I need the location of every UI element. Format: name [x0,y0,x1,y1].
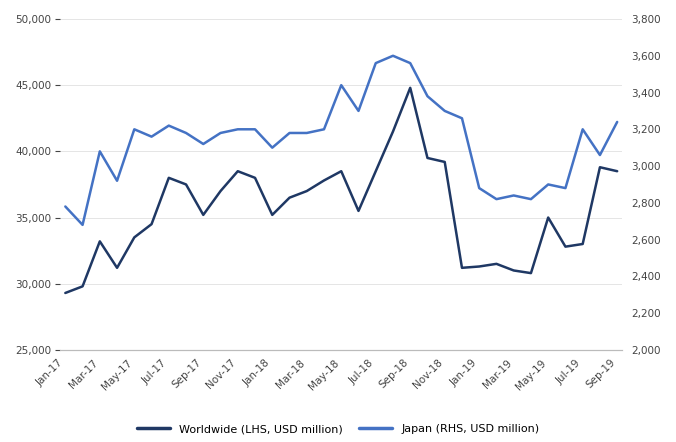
Japan (RHS, USD million) [527,197,535,202]
Worldwide (LHS, USD million) [268,212,276,217]
Line: Worldwide (LHS, USD million): Worldwide (LHS, USD million) [66,88,617,293]
Japan (RHS, USD million) [96,149,104,154]
Worldwide (LHS, USD million) [527,271,535,276]
Japan (RHS, USD million) [613,119,621,125]
Japan (RHS, USD million) [130,127,139,132]
Worldwide (LHS, USD million) [389,129,397,134]
Japan (RHS, USD million) [303,130,311,136]
Japan (RHS, USD million) [492,197,500,202]
Japan (RHS, USD million) [406,61,414,66]
Japan (RHS, USD million) [423,94,431,99]
Worldwide (LHS, USD million) [234,168,242,174]
Japan (RHS, USD million) [199,141,208,147]
Japan (RHS, USD million) [510,193,518,198]
Japan (RHS, USD million) [268,145,276,150]
Worldwide (LHS, USD million) [303,188,311,194]
Japan (RHS, USD million) [62,204,70,209]
Worldwide (LHS, USD million) [62,290,70,296]
Worldwide (LHS, USD million) [337,168,345,174]
Japan (RHS, USD million) [441,108,449,114]
Japan (RHS, USD million) [544,182,552,187]
Japan (RHS, USD million) [285,130,293,136]
Worldwide (LHS, USD million) [182,182,190,187]
Line: Japan (RHS, USD million): Japan (RHS, USD million) [66,56,617,225]
Japan (RHS, USD million) [320,127,328,132]
Japan (RHS, USD million) [147,134,155,139]
Legend: Worldwide (LHS, USD million), Japan (RHS, USD million): Worldwide (LHS, USD million), Japan (RHS… [137,423,539,434]
Japan (RHS, USD million) [251,127,259,132]
Japan (RHS, USD million) [78,222,87,228]
Worldwide (LHS, USD million) [475,264,483,269]
Japan (RHS, USD million) [182,130,190,136]
Worldwide (LHS, USD million) [113,265,121,271]
Japan (RHS, USD million) [337,83,345,88]
Worldwide (LHS, USD million) [216,188,224,194]
Japan (RHS, USD million) [372,61,380,66]
Worldwide (LHS, USD million) [285,195,293,200]
Worldwide (LHS, USD million) [492,261,500,267]
Worldwide (LHS, USD million) [613,168,621,174]
Japan (RHS, USD million) [579,127,587,132]
Worldwide (LHS, USD million) [96,239,104,244]
Worldwide (LHS, USD million) [372,168,380,174]
Japan (RHS, USD million) [389,53,397,58]
Worldwide (LHS, USD million) [406,85,414,91]
Worldwide (LHS, USD million) [458,265,466,271]
Worldwide (LHS, USD million) [130,235,139,240]
Worldwide (LHS, USD million) [251,175,259,180]
Japan (RHS, USD million) [561,186,569,191]
Worldwide (LHS, USD million) [510,268,518,273]
Worldwide (LHS, USD million) [544,215,552,220]
Japan (RHS, USD million) [216,130,224,136]
Worldwide (LHS, USD million) [165,175,173,180]
Japan (RHS, USD million) [234,127,242,132]
Worldwide (LHS, USD million) [596,164,604,170]
Japan (RHS, USD million) [596,152,604,158]
Japan (RHS, USD million) [165,123,173,128]
Worldwide (LHS, USD million) [199,212,208,217]
Worldwide (LHS, USD million) [423,155,431,160]
Worldwide (LHS, USD million) [320,178,328,183]
Japan (RHS, USD million) [475,186,483,191]
Worldwide (LHS, USD million) [441,159,449,164]
Japan (RHS, USD million) [458,116,466,121]
Worldwide (LHS, USD million) [561,244,569,249]
Japan (RHS, USD million) [354,108,362,114]
Worldwide (LHS, USD million) [579,241,587,247]
Worldwide (LHS, USD million) [354,208,362,213]
Worldwide (LHS, USD million) [78,284,87,289]
Worldwide (LHS, USD million) [147,221,155,227]
Japan (RHS, USD million) [113,178,121,183]
